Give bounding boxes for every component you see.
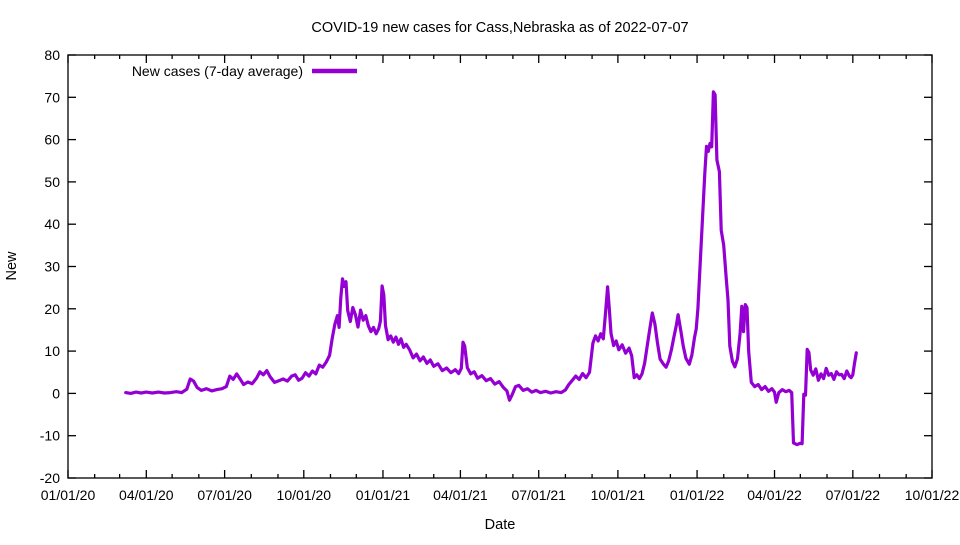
y-tick-label: -20 <box>40 470 60 486</box>
x-tick-labels: 01/01/20 04/01/20 07/01/20 10/01/20 01/01/21… <box>41 487 960 503</box>
y-tick-label: 0 <box>52 385 60 401</box>
x-tick-label: 04/01/22 <box>747 487 802 503</box>
x-tick-label: 10/01/22 <box>905 487 960 503</box>
x-tick-label: 10/01/20 <box>277 487 332 503</box>
x-tick-label: 04/01/21 <box>433 487 488 503</box>
x-tick-label: 04/01/20 <box>119 487 174 503</box>
x-tick-label: 01/01/20 <box>41 487 96 503</box>
new-cases-line <box>124 90 858 447</box>
y-axis-label: New <box>4 251 20 281</box>
chart-title: COVID-19 new cases for Cass,Nebraska as … <box>311 20 688 36</box>
y-tick-label: 20 <box>44 301 60 317</box>
x-tick-label: 10/01/21 <box>591 487 646 503</box>
x-tick-label: 07/01/21 <box>511 487 566 503</box>
y-tick-label: 10 <box>44 343 60 359</box>
x-tick-label: 07/01/20 <box>197 487 252 503</box>
y-tick-label: 40 <box>44 216 60 232</box>
y-tick-label: -10 <box>40 428 60 444</box>
y-tick-labels: -20 -10 0 10 20 30 40 50 60 70 80 <box>40 47 60 486</box>
y-tick-label: 60 <box>44 132 60 148</box>
y-tick-label: 50 <box>44 174 60 190</box>
legend-label: New cases (7-day average) <box>132 63 303 79</box>
axis-ticks <box>67 54 933 479</box>
y-tick-label: 70 <box>44 89 60 105</box>
legend: New cases (7-day average) <box>132 63 357 79</box>
x-tick-label: 07/01/22 <box>826 487 881 503</box>
x-tick-label: 01/01/22 <box>670 487 725 503</box>
y-tick-label: 30 <box>44 259 60 275</box>
y-tick-label: 80 <box>44 47 60 63</box>
x-axis-label: Date <box>485 517 516 533</box>
x-tick-label: 01/01/21 <box>356 487 411 503</box>
